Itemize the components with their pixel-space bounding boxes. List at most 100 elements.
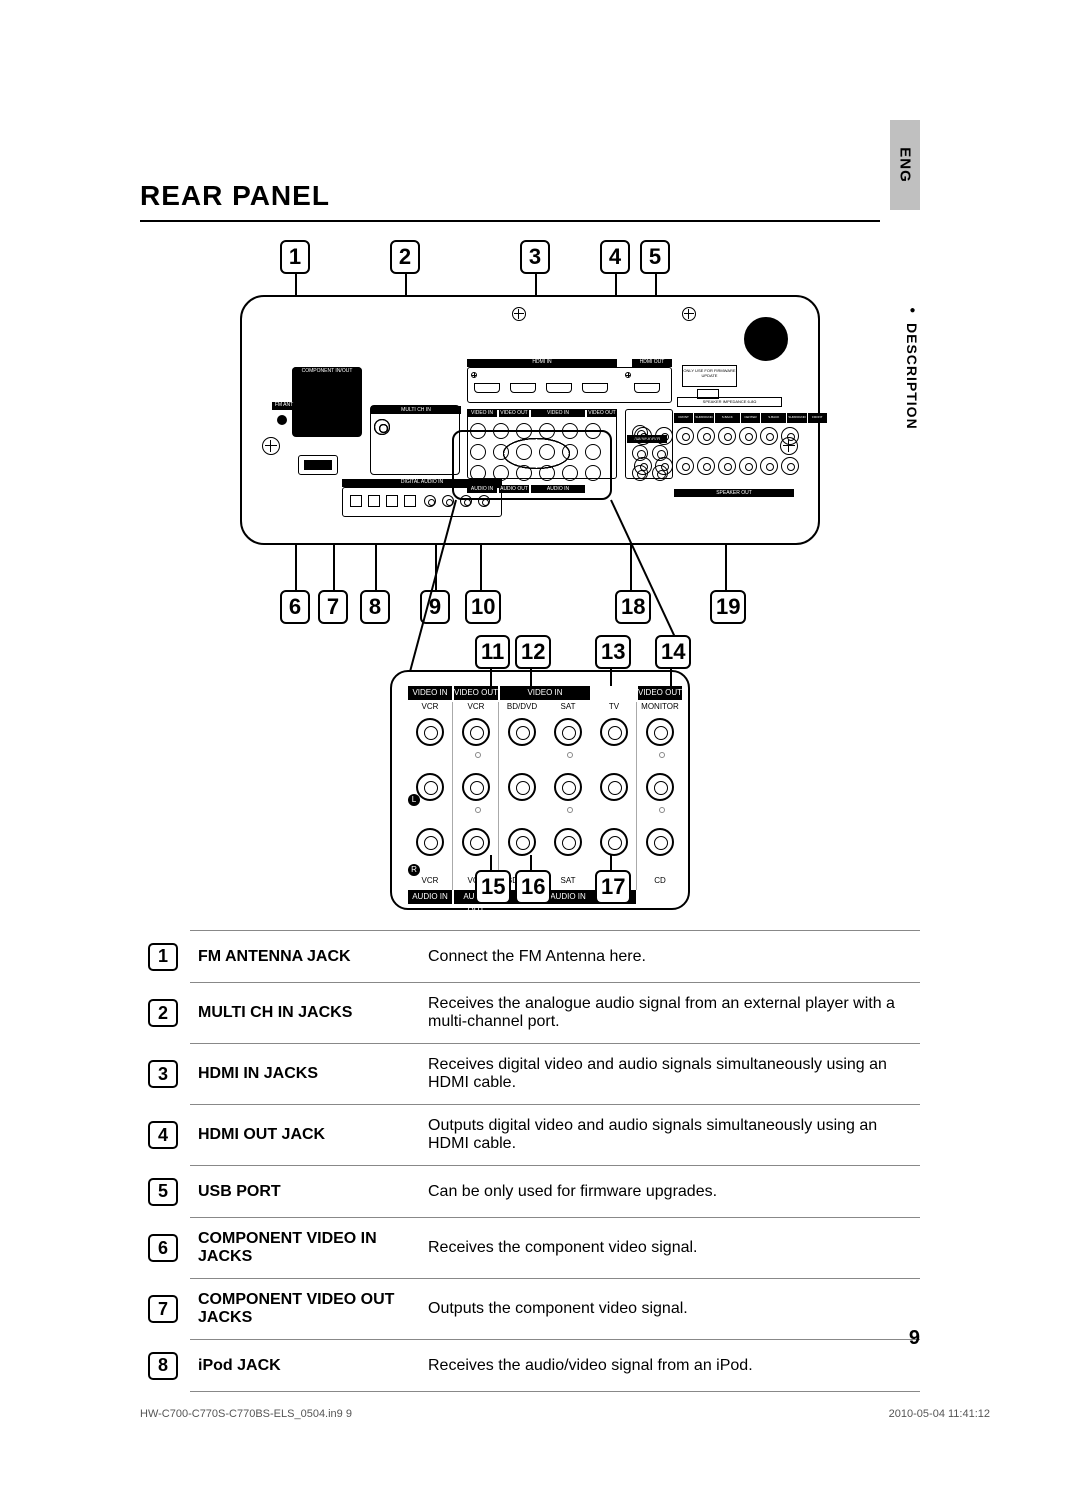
hdmi-jack-icon <box>546 383 572 393</box>
table-desc-cell: Receives the analogue audio signal from … <box>420 983 920 1044</box>
zoom-col-label: VCR <box>410 702 450 711</box>
zoom-rca-jack-icon <box>554 718 582 746</box>
zoom-header-label: VIDEO IN <box>500 686 590 700</box>
callout-14: 14 <box>655 635 691 669</box>
zoom-rca-jack-icon <box>646 828 674 856</box>
optical-jack-icon <box>368 495 380 507</box>
language-tab: ENG <box>890 120 920 210</box>
screw-icon <box>659 752 665 758</box>
table-row: 2MULTI CH IN JACKSReceives the analogue … <box>140 983 920 1044</box>
zoom-rca-jack-icon <box>508 718 536 746</box>
zoom-rca-jack-icon <box>462 773 490 801</box>
callout-7: 7 <box>318 590 348 624</box>
callout-11: 11 <box>475 635 510 669</box>
table-row: 5USB PORTCan be only used for firmware u… <box>140 1166 920 1218</box>
speaker-terminal-icon <box>718 457 736 475</box>
zoom-rca-jack-icon <box>508 828 536 856</box>
ipod-jack-icon <box>304 460 332 470</box>
speaker-terminals-bottom <box>634 457 799 475</box>
table-num-box: 3 <box>148 1060 178 1088</box>
table-desc-cell: Connect the FM Antenna here. <box>420 931 920 983</box>
zoom-rca-jack-icon <box>416 718 444 746</box>
callout-19: 19 <box>710 590 746 624</box>
callout-12: 12 <box>515 635 551 669</box>
table-name-cell: COMPONENT VIDEO IN JACKS <box>190 1218 420 1279</box>
leader-line <box>530 668 532 686</box>
video-out-label: VIDEO OUT <box>499 409 529 417</box>
table-num-cell: 1 <box>140 931 190 983</box>
speaker-terminal-icon <box>781 457 799 475</box>
screw-icon <box>471 372 477 378</box>
speaker-terminal-icon <box>634 427 652 445</box>
speaker-out-label: SPEAKER OUT <box>674 489 794 497</box>
zoom-header-label: VIDEO IN <box>408 686 452 700</box>
video-out-label: VIDEO OUT <box>587 409 617 417</box>
table-num-cell: 8 <box>140 1340 190 1392</box>
table-name-cell: MULTI CH IN JACKS <box>190 983 420 1044</box>
zoom-divider <box>636 702 637 890</box>
zoom-rca-jack-icon <box>646 718 674 746</box>
speaker-impedance-label: SPEAKER IMPEDANCE 6-8Ω <box>677 397 782 407</box>
table-num-cell: 3 <box>140 1044 190 1105</box>
table-name-cell: FM ANTENNA JACK <box>190 931 420 983</box>
zoom-rca-jack-icon <box>600 828 628 856</box>
speaker-terminal-icon <box>739 427 757 445</box>
table-name-cell: iPod JACK <box>190 1340 420 1392</box>
callout-17: 17 <box>595 870 631 904</box>
coax-jack-icon <box>442 495 454 507</box>
speaker-terminal-icon <box>655 457 673 475</box>
speaker-terminal-icon <box>718 427 736 445</box>
leader-line <box>490 668 492 686</box>
title-underline <box>140 220 880 222</box>
screw-icon <box>625 372 631 378</box>
zoom-rca-jack-icon <box>462 718 490 746</box>
section-tab: DESCRIPTION <box>904 305 920 430</box>
screw-icon <box>512 307 526 321</box>
zoom-col-label: TV <box>594 702 634 711</box>
zoom-divider <box>498 702 499 890</box>
component-jacks <box>297 379 351 433</box>
callout-16: 16 <box>515 870 551 904</box>
zoom-col-label: BD/DVD <box>502 702 542 711</box>
table-num-cell: 7 <box>140 1279 190 1340</box>
multich-jacks <box>374 419 447 473</box>
callout-15: 15 <box>475 870 511 904</box>
table-num-box: 4 <box>148 1121 178 1149</box>
screw-icon <box>475 807 481 813</box>
description-table: 1 FM ANTENNA JACKConnect the FM Antenna h… <box>140 930 920 1392</box>
zoom-divider <box>452 702 453 890</box>
zoom-footer-label: AUDIO IN <box>408 890 452 904</box>
speaker-terminal-icon <box>676 457 694 475</box>
screw-icon <box>475 752 481 758</box>
fm-label: FM ANT <box>272 402 296 410</box>
hdmi-jack-icon <box>582 383 608 393</box>
leader-line <box>670 668 672 686</box>
speaker-terminal-icon <box>781 427 799 445</box>
zoom-col-label: SAT <box>548 702 588 711</box>
screw-icon <box>567 752 573 758</box>
speaker-terminal-icon <box>739 457 757 475</box>
zoom-rca-jack-icon <box>508 773 536 801</box>
table-desc-cell: Can be only used for firmware upgrades. <box>420 1166 920 1218</box>
zoom-rca-jack-icon <box>600 773 628 801</box>
speaker-terminal-icon <box>676 427 694 445</box>
callout-2: 2 <box>390 240 420 274</box>
multich-label: MULTI CH IN <box>371 406 461 414</box>
page-footer: HW-C700-C770S-C770BS-ELS_0504.in9 9 2010… <box>140 1408 990 1420</box>
rear-panel-diagram: 12345 6789101819 COMPONENT IN/OUT FM ANT <box>180 230 880 910</box>
table-num-cell: 5 <box>140 1166 190 1218</box>
table-num-box: 1 <box>148 943 178 971</box>
table-row: 3HDMI IN JACKSReceives digital video and… <box>140 1044 920 1105</box>
table-name-cell: COMPONENT VIDEO OUT JACKS <box>190 1279 420 1340</box>
zoom-col-label: VCR <box>456 702 496 711</box>
zoom-rca-jack-icon <box>416 773 444 801</box>
leader-line <box>610 855 612 871</box>
speaker-terminal-icon <box>697 457 715 475</box>
optical-jack-icon <box>350 495 362 507</box>
callout-8: 8 <box>360 590 390 624</box>
table-desc-cell: Outputs the component video signal. <box>420 1279 920 1340</box>
speaker-ch-labels: FRONT SURROUND S.BACK CENTER S.BACK SURR… <box>674 413 827 423</box>
speaker-terminal-icon <box>760 457 778 475</box>
speaker-terminal-icon <box>634 457 652 475</box>
hdmi-jack-icon <box>474 383 500 393</box>
